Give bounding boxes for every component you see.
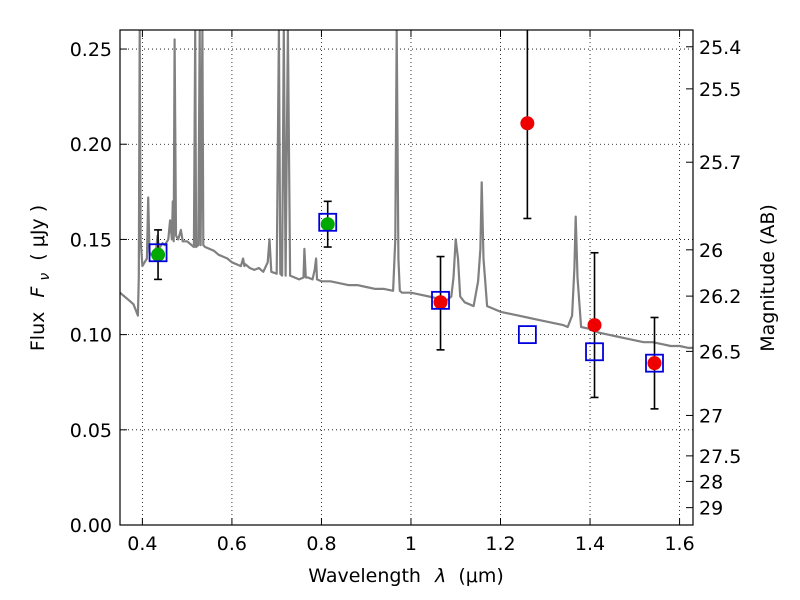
x-tick-label: 0.6 — [217, 533, 247, 555]
x-tick-label: 1.2 — [485, 533, 515, 555]
green-data-point — [151, 247, 166, 262]
green-data-point — [320, 217, 335, 232]
y2-tick-label: 25.5 — [699, 79, 741, 101]
x-axis-title: Wavelength λ (μm) — [308, 565, 503, 587]
y2-tick-label: 29 — [699, 498, 723, 520]
red-data-point — [647, 356, 662, 371]
grid-layer — [120, 30, 693, 526]
model-spectrum — [120, 30, 693, 349]
x-tick-label: 0.4 — [127, 533, 157, 555]
y2-axis-title: Magnitude (AB) — [757, 204, 779, 352]
y-axis-title-subscript: ν — [37, 273, 53, 281]
red-data-point — [520, 116, 535, 131]
ticks-layer: 0.4 0.6 0.8 1 1.2 1.4 1.6 0.00 0.05 0.10 0.15 0.20 0… — [70, 30, 741, 555]
blue-model-square — [645, 353, 664, 373]
red-data-point — [587, 318, 602, 333]
y-axis-title: Flux F ν ( μJy ) — [27, 205, 54, 351]
blue-model-square — [318, 212, 338, 232]
y2-tick-label: 25.7 — [699, 152, 741, 174]
blue-model-square — [517, 325, 537, 345]
data-markers — [148, 30, 664, 410]
y2-tick-label: 28 — [699, 471, 723, 493]
y-tick-label: 0.20 — [70, 134, 112, 156]
y-axis-title-unit: ( μJy ) — [27, 205, 49, 261]
red-data-point — [433, 295, 448, 310]
x-axis-title-text: Wavelength — [308, 565, 421, 587]
blue-model-square — [431, 290, 450, 310]
x-tick-label: 1 — [405, 533, 417, 555]
y2-tick-label: 27.5 — [699, 446, 741, 468]
y2-tick-label: 26.5 — [699, 341, 741, 363]
blue-model-square — [148, 243, 168, 263]
y-tick-label: 0.00 — [70, 515, 112, 537]
y2-tick-label: 27 — [699, 405, 723, 427]
y2-tick-label: 26 — [699, 240, 723, 262]
y-tick-label: 0.05 — [70, 420, 112, 442]
y-tick-label: 0.15 — [70, 229, 112, 251]
plot-frame — [119, 29, 694, 526]
x-tick-label: 1.6 — [664, 533, 694, 555]
y2-tick-label: 25.4 — [699, 37, 741, 59]
blue-model-square — [585, 342, 604, 362]
x-axis-title-symbol: λ — [434, 565, 446, 587]
model-spectrum-line — [120, 30, 693, 349]
x-tick-label: 0.8 — [306, 533, 336, 555]
x-tick-label: 1.4 — [575, 533, 605, 555]
y-axis-title-text: Flux — [27, 312, 49, 352]
y-axis-title-symbol: F — [27, 286, 49, 298]
y-tick-label: 0.25 — [70, 39, 112, 61]
x-axis-title-unit: (μm) — [458, 565, 503, 587]
y-tick-label: 0.10 — [70, 325, 112, 347]
y2-tick-label: 26.2 — [699, 286, 741, 308]
